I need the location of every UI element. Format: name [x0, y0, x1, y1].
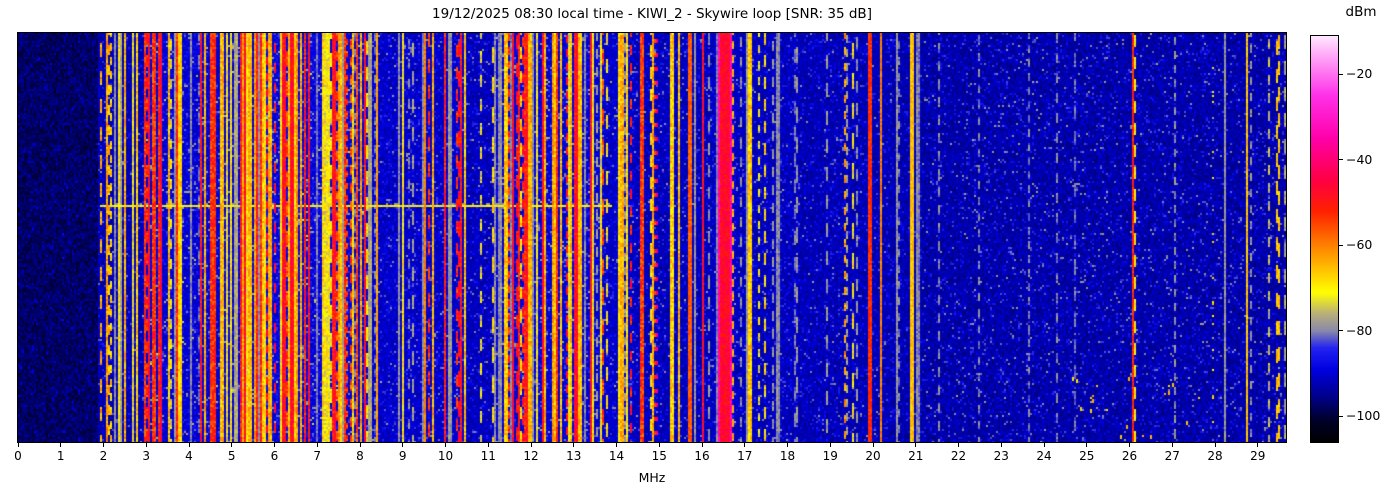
- x-tick-label: 13: [566, 449, 582, 463]
- x-tick-mark: [744, 443, 746, 447]
- x-tick-label: 4: [185, 449, 193, 463]
- x-tick-mark: [829, 443, 831, 447]
- x-tick-mark: [1257, 443, 1259, 447]
- x-tick-mark: [787, 443, 789, 447]
- x-tick-label: 0: [14, 449, 22, 463]
- x-tick-mark: [17, 443, 19, 447]
- x-tick-label: 15: [651, 449, 667, 463]
- x-tick-mark: [701, 443, 703, 447]
- x-tick-label: 16: [694, 449, 710, 463]
- spectrogram-canvas: [18, 33, 1286, 442]
- colorbar-tick-mark: [1338, 159, 1343, 161]
- x-tick-mark: [616, 443, 618, 447]
- x-tick-label: 18: [779, 449, 796, 463]
- x-tick-mark: [231, 443, 233, 447]
- x-tick-mark: [573, 443, 575, 447]
- colorbar-tick-mark: [1338, 415, 1343, 417]
- x-tick-mark: [188, 443, 190, 447]
- x-tick-label: 5: [227, 449, 236, 463]
- x-tick-mark: [1043, 443, 1045, 447]
- x-tick-label: 23: [993, 449, 1009, 463]
- x-tick-label: 17: [737, 449, 753, 463]
- x-tick-mark: [872, 443, 874, 447]
- x-axis-label: MHz: [638, 470, 666, 485]
- x-tick-label: 8: [356, 449, 364, 463]
- x-tick-label: 19: [822, 449, 838, 463]
- x-tick-mark: [274, 443, 275, 447]
- x-tick-label: 29: [1250, 449, 1266, 463]
- colorbar-tick-mark: [1338, 330, 1343, 332]
- x-tick-mark: [1129, 443, 1131, 447]
- x-tick-label: 2: [99, 449, 108, 463]
- x-tick-mark: [915, 443, 917, 447]
- colorbar: [1311, 36, 1338, 442]
- x-tick-mark: [1086, 443, 1088, 447]
- x-tick-label: 14: [608, 449, 625, 463]
- x-tick-label: 28: [1207, 449, 1223, 463]
- x-tick-mark: [445, 443, 446, 447]
- x-tick-label: 11: [480, 449, 496, 463]
- x-tick-mark: [402, 443, 404, 447]
- x-tick-label: 25: [1079, 449, 1095, 463]
- colorbar-tick-label: −60: [1346, 237, 1373, 253]
- x-tick-label: 9: [398, 449, 407, 463]
- plot-area: [18, 33, 1286, 442]
- x-tick-mark: [1171, 443, 1173, 447]
- x-tick-label: 10: [437, 449, 454, 463]
- x-tick-label: 24: [1036, 449, 1052, 463]
- colorbar-label: dBm: [1345, 4, 1377, 20]
- x-tick-label: 7: [313, 449, 322, 463]
- x-tick-mark: [103, 443, 104, 447]
- x-tick-mark: [658, 443, 660, 447]
- colorbar-tick-label: −100: [1346, 408, 1381, 424]
- colorbar-tick-label: −20: [1346, 66, 1373, 82]
- x-tick-label: 6: [270, 449, 279, 463]
- x-tick-label: 27: [1164, 449, 1180, 463]
- x-tick-label: 26: [1121, 449, 1138, 463]
- colorbar-tick-mark: [1338, 244, 1343, 246]
- x-tick-mark: [530, 443, 532, 447]
- colorbar-tick-mark: [1338, 73, 1343, 75]
- x-tick-mark: [1000, 443, 1002, 447]
- x-tick-mark: [359, 443, 361, 447]
- x-tick-label: 22: [950, 449, 967, 463]
- chart-title: 19/12/2025 08:30 local time - KIWI_2 - S…: [432, 6, 872, 22]
- x-tick-label: 21: [908, 449, 924, 463]
- colorbar-tick-label: −40: [1346, 151, 1373, 167]
- x-tick-mark: [145, 443, 147, 447]
- colorbar-tick-label: −80: [1346, 322, 1373, 338]
- x-tick-mark: [316, 443, 318, 447]
- x-tick-mark: [487, 443, 489, 447]
- x-tick-mark: [60, 443, 62, 447]
- x-tick-label: 3: [142, 449, 151, 463]
- x-tick-mark: [1214, 443, 1216, 447]
- x-tick-label: 20: [865, 449, 881, 463]
- x-tick-label: 1: [56, 449, 65, 463]
- x-tick-label: 12: [523, 449, 539, 463]
- x-tick-mark: [958, 443, 960, 447]
